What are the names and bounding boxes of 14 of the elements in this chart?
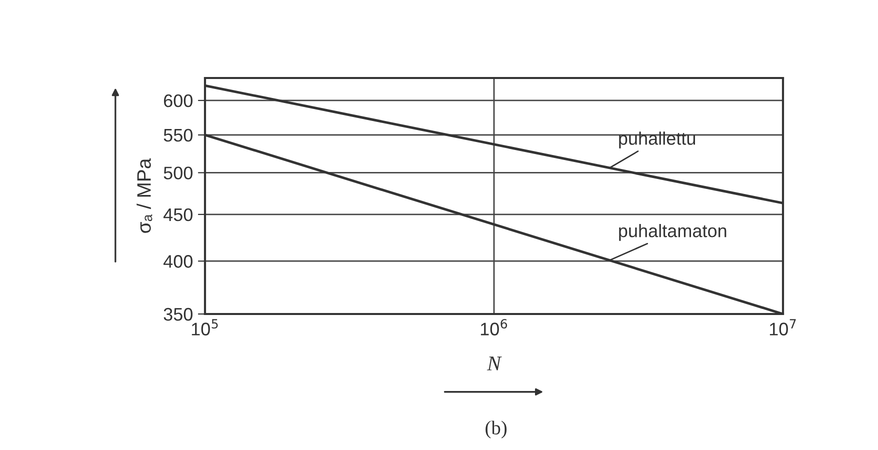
series-label: puhaltamaton [619,224,726,241]
y-tick-label: 350 [164,308,192,321]
series-label: puhallettu [619,132,696,148]
y-tick-label: 600 [164,94,192,108]
y-tick-label: 500 [164,166,192,180]
x-axis-title: N [486,356,502,370]
y-tick-label: 400 [163,255,192,268]
x-tick-label: 10$^{7}$ [770,319,796,336]
y-tick-label: 450 [163,208,192,222]
y-tick-label: 550 [164,128,192,142]
y-axis-title: σₐ / MPa [136,158,152,233]
text: (b) [486,420,507,438]
x-tick-label: 10$^{5}$ [192,319,218,336]
x-tick-label: 10$^{6}$ [480,318,508,336]
